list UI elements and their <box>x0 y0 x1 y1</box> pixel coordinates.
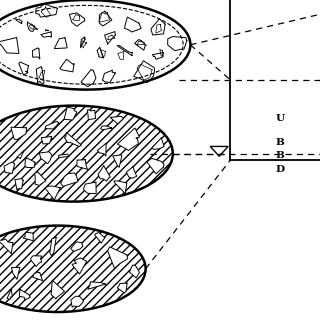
Polygon shape <box>81 69 96 87</box>
Polygon shape <box>45 186 60 200</box>
Polygon shape <box>117 45 132 56</box>
Text: D: D <box>275 165 284 174</box>
Polygon shape <box>60 173 78 186</box>
Polygon shape <box>168 36 187 51</box>
Polygon shape <box>81 37 85 48</box>
Polygon shape <box>113 155 122 167</box>
Text: B: B <box>275 138 284 147</box>
Polygon shape <box>69 13 85 26</box>
Polygon shape <box>72 258 87 274</box>
Polygon shape <box>97 48 104 58</box>
Polygon shape <box>105 32 115 44</box>
Polygon shape <box>11 127 27 140</box>
Polygon shape <box>84 182 96 194</box>
Polygon shape <box>135 39 146 50</box>
Polygon shape <box>108 247 127 268</box>
Polygon shape <box>54 38 67 49</box>
Polygon shape <box>98 166 110 181</box>
Polygon shape <box>25 158 35 167</box>
Polygon shape <box>99 11 112 26</box>
Ellipse shape <box>0 106 173 202</box>
Polygon shape <box>124 17 141 32</box>
Polygon shape <box>23 232 33 241</box>
Polygon shape <box>134 61 155 83</box>
Polygon shape <box>126 167 137 178</box>
Polygon shape <box>15 179 23 190</box>
Polygon shape <box>36 67 44 84</box>
Polygon shape <box>110 116 124 124</box>
Polygon shape <box>0 37 19 53</box>
Polygon shape <box>50 237 56 255</box>
Polygon shape <box>31 256 42 267</box>
Polygon shape <box>33 48 40 59</box>
Polygon shape <box>12 268 20 279</box>
Polygon shape <box>60 59 74 72</box>
Polygon shape <box>16 19 22 24</box>
Polygon shape <box>7 289 12 299</box>
Polygon shape <box>35 172 46 185</box>
Polygon shape <box>45 121 59 129</box>
Text: B: B <box>275 151 284 160</box>
Polygon shape <box>87 109 96 120</box>
Polygon shape <box>101 126 112 130</box>
Polygon shape <box>95 233 105 243</box>
Polygon shape <box>97 143 106 156</box>
Polygon shape <box>27 22 37 31</box>
Polygon shape <box>147 158 164 174</box>
Polygon shape <box>64 107 77 120</box>
Ellipse shape <box>0 226 146 312</box>
Polygon shape <box>0 239 13 254</box>
Polygon shape <box>19 62 28 75</box>
Polygon shape <box>151 19 165 35</box>
Polygon shape <box>152 138 164 149</box>
Polygon shape <box>51 280 65 299</box>
Ellipse shape <box>0 0 190 90</box>
Polygon shape <box>117 283 127 293</box>
Polygon shape <box>64 132 81 147</box>
Polygon shape <box>130 265 140 278</box>
Polygon shape <box>33 272 43 281</box>
Polygon shape <box>39 152 52 164</box>
Polygon shape <box>71 242 83 252</box>
Polygon shape <box>88 282 106 289</box>
Polygon shape <box>41 32 51 37</box>
Polygon shape <box>59 154 69 157</box>
Polygon shape <box>41 136 53 144</box>
Polygon shape <box>36 4 57 17</box>
Polygon shape <box>102 70 115 83</box>
Polygon shape <box>71 296 84 307</box>
Polygon shape <box>117 128 140 150</box>
Polygon shape <box>17 151 24 159</box>
Polygon shape <box>152 52 163 59</box>
Polygon shape <box>20 290 30 300</box>
Polygon shape <box>4 162 15 173</box>
Text: U: U <box>275 114 284 123</box>
Polygon shape <box>77 160 88 169</box>
Polygon shape <box>114 181 127 194</box>
